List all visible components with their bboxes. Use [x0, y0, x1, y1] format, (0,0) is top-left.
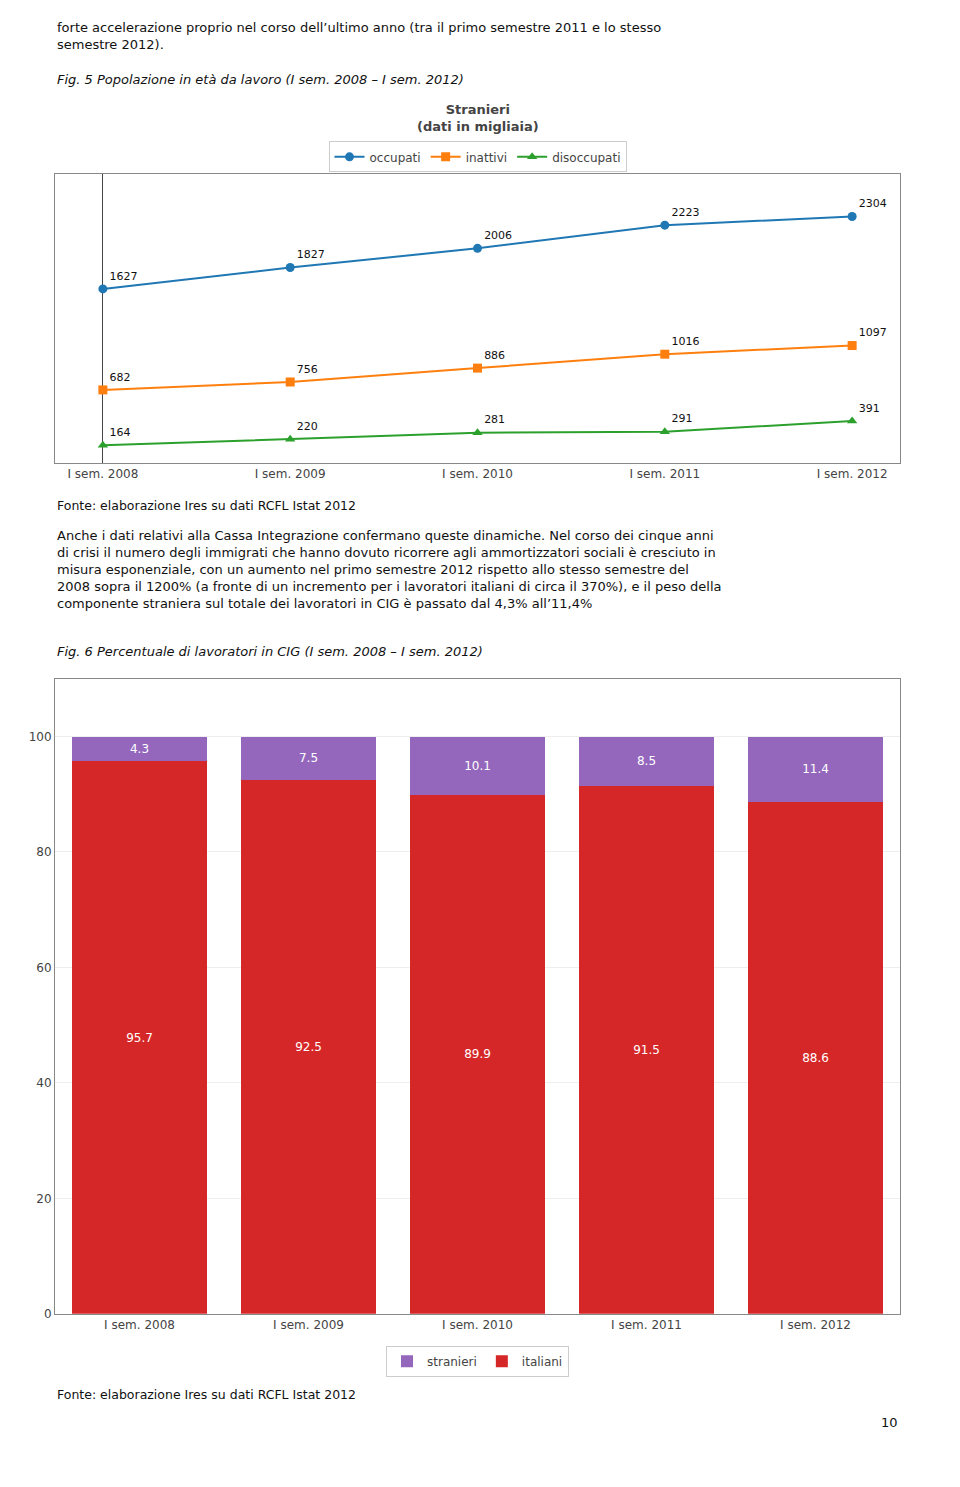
svg-text:disoccupati: disoccupati: [552, 151, 620, 165]
svg-text:1016: 1016: [671, 335, 699, 348]
svg-text:Fonte: elaborazione Ires su da: Fonte: elaborazione Ires su dati RCFL Is…: [57, 498, 356, 513]
svg-text:756: 756: [297, 363, 318, 376]
svg-text:0: 0: [44, 1307, 52, 1321]
svg-text:391: 391: [859, 402, 880, 415]
svg-text:inattivi: inattivi: [466, 151, 507, 165]
svg-text:164: 164: [110, 426, 131, 439]
svg-text:4.3: 4.3: [130, 742, 149, 756]
svg-text:20: 20: [36, 1192, 51, 1206]
svg-text:I sem. 2012: I sem. 2012: [780, 1318, 851, 1332]
svg-text:7.5: 7.5: [299, 751, 318, 765]
svg-text:I sem. 2008: I sem. 2008: [104, 1318, 175, 1332]
svg-text:forte accelerazione proprio ne: forte accelerazione proprio nel corso de…: [57, 20, 661, 52]
svg-text:italiani: italiani: [522, 1355, 562, 1369]
svg-text:I sem. 2008: I sem. 2008: [67, 467, 138, 481]
svg-text:I sem. 2010: I sem. 2010: [442, 1318, 513, 1332]
svg-text:220: 220: [297, 420, 318, 433]
svg-text:100: 100: [29, 730, 52, 744]
svg-text:2006: 2006: [484, 229, 512, 242]
svg-text:886: 886: [484, 349, 505, 362]
svg-text:8.5: 8.5: [637, 754, 656, 768]
svg-text:occupati: occupati: [370, 151, 421, 165]
svg-text:88.6: 88.6: [802, 1051, 829, 1065]
svg-text:Anche i dati relativi alla Cas: Anche i dati relativi alla Cassa Integra…: [57, 528, 722, 611]
svg-text:281: 281: [484, 413, 505, 426]
svg-text:80: 80: [36, 845, 51, 859]
svg-text:Fig. 5 Popolazione in età da l: Fig. 5 Popolazione in età da lavoro (I s…: [57, 72, 464, 87]
svg-text:1097: 1097: [859, 326, 887, 339]
svg-text:10: 10: [881, 1415, 898, 1430]
svg-text:291: 291: [671, 412, 692, 425]
svg-text:1827: 1827: [297, 248, 325, 261]
svg-text:I sem. 2011: I sem. 2011: [629, 467, 700, 481]
svg-text:60: 60: [36, 961, 51, 975]
svg-text:Fig. 6 Percentuale di lavorato: Fig. 6 Percentuale di lavoratori in CIG …: [57, 644, 483, 659]
svg-text:40: 40: [36, 1076, 51, 1090]
svg-text:I sem. 2009: I sem. 2009: [255, 467, 326, 481]
svg-text:I sem. 2012: I sem. 2012: [817, 467, 888, 481]
svg-text:I sem. 2011: I sem. 2011: [611, 1318, 682, 1332]
svg-text:95.7: 95.7: [126, 1031, 153, 1045]
svg-text:stranieri: stranieri: [427, 1355, 477, 1369]
svg-text:2223: 2223: [671, 206, 699, 219]
svg-text:Stranieri(dati in migliaia): Stranieri(dati in migliaia): [417, 102, 539, 134]
svg-text:91.5: 91.5: [633, 1043, 660, 1057]
svg-text:11.4: 11.4: [802, 762, 829, 776]
svg-text:I sem. 2009: I sem. 2009: [273, 1318, 344, 1332]
svg-text:I sem. 2010: I sem. 2010: [442, 467, 513, 481]
svg-text:10.1: 10.1: [464, 759, 491, 773]
svg-text:Fonte: elaborazione Ires su da: Fonte: elaborazione Ires su dati RCFL Is…: [57, 1387, 356, 1402]
svg-text:89.9: 89.9: [464, 1047, 491, 1061]
svg-text:1627: 1627: [110, 270, 138, 283]
svg-text:92.5: 92.5: [295, 1040, 322, 1054]
svg-text:682: 682: [110, 371, 131, 384]
svg-text:2304: 2304: [859, 197, 887, 210]
